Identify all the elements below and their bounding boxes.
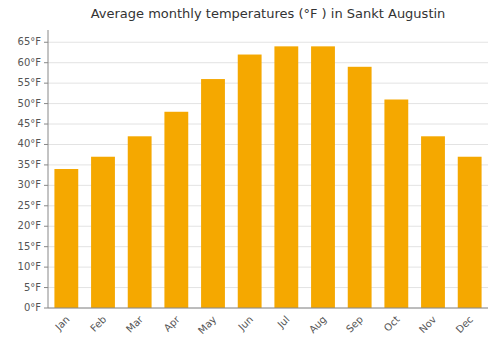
x-tick-label: Nov [417, 314, 439, 336]
x-axis-line [48, 308, 488, 309]
bar [238, 55, 262, 308]
x-tick-label: Apr [162, 313, 183, 334]
y-axis: 0°F 5°F 10°F 15°F 20°F 25°F 30°F 35°F 40°F 45°F 50… [18, 30, 48, 313]
bars [54, 46, 481, 308]
grid-line [48, 124, 488, 125]
y-tick-label: 60°F [18, 57, 42, 68]
bar [128, 136, 152, 308]
y-tick [44, 103, 48, 104]
y-tick-label: 50°F [18, 98, 42, 109]
x-tick-label: May [196, 314, 218, 336]
y-tick [44, 144, 48, 145]
bar [384, 100, 408, 309]
y-tick-label: 40°F [18, 138, 42, 149]
y-tick [44, 62, 48, 63]
y-tick-label: 5°F [24, 282, 41, 293]
bar [348, 67, 372, 308]
y-tick-label: 15°F [18, 241, 42, 252]
y-tick-label: 55°F [18, 77, 42, 88]
x-tick-label: Sep [344, 314, 365, 335]
y-tick-label: 10°F [18, 261, 42, 272]
grid-line [48, 83, 488, 84]
y-tick-label: 65°F [18, 36, 42, 47]
y-tick [44, 42, 48, 43]
y-tick-label: 20°F [18, 220, 42, 231]
y-tick-label: 0°F [24, 302, 41, 313]
title: Average monthly temperatures (°F ) in Sa… [91, 6, 446, 21]
y-tick [44, 164, 48, 165]
grid-line [48, 308, 488, 309]
x-tick-label: Mar [124, 313, 146, 335]
bar [274, 46, 298, 308]
grid [48, 42, 488, 308]
bar [421, 136, 445, 308]
y-axis-line [48, 30, 49, 308]
y-tick [44, 267, 48, 268]
x-tick-label: Aug [307, 314, 329, 336]
bar [311, 46, 335, 308]
bar [458, 157, 482, 308]
x-tick-label: Feb [88, 314, 108, 334]
bar [91, 157, 115, 308]
bar [54, 169, 78, 308]
bar [201, 79, 225, 308]
grid-line [48, 42, 488, 43]
x-tick-label: Jun [236, 314, 256, 334]
x-tick-label: Oct [382, 314, 402, 334]
y-tick-label: 45°F [18, 118, 42, 129]
y-tick-label: 30°F [18, 179, 42, 190]
y-tick [44, 124, 48, 125]
y-tick [44, 185, 48, 186]
x-tick-label: Jul [275, 314, 292, 331]
y-tick [44, 308, 48, 309]
y-tick [44, 246, 48, 247]
y-tick [44, 226, 48, 227]
grid-line [48, 62, 488, 63]
chart: 0°F 5°F 10°F 15°F 20°F 25°F 30°F 35°F 40°F 45°F 50… [0, 0, 500, 350]
bar [164, 112, 188, 308]
x-tick-label: Jan [52, 314, 71, 333]
x-tick-label: Dec [454, 314, 475, 335]
y-tick [44, 205, 48, 206]
y-tick [44, 83, 48, 84]
y-tick-label: 25°F [18, 200, 42, 211]
x-axis: Jan Feb Mar Apr May Jun Jul Aug Sep Oct Nov Dec [48, 308, 488, 336]
y-tick-label: 35°F [18, 159, 42, 170]
grid-line [48, 103, 488, 104]
y-tick [44, 287, 48, 288]
